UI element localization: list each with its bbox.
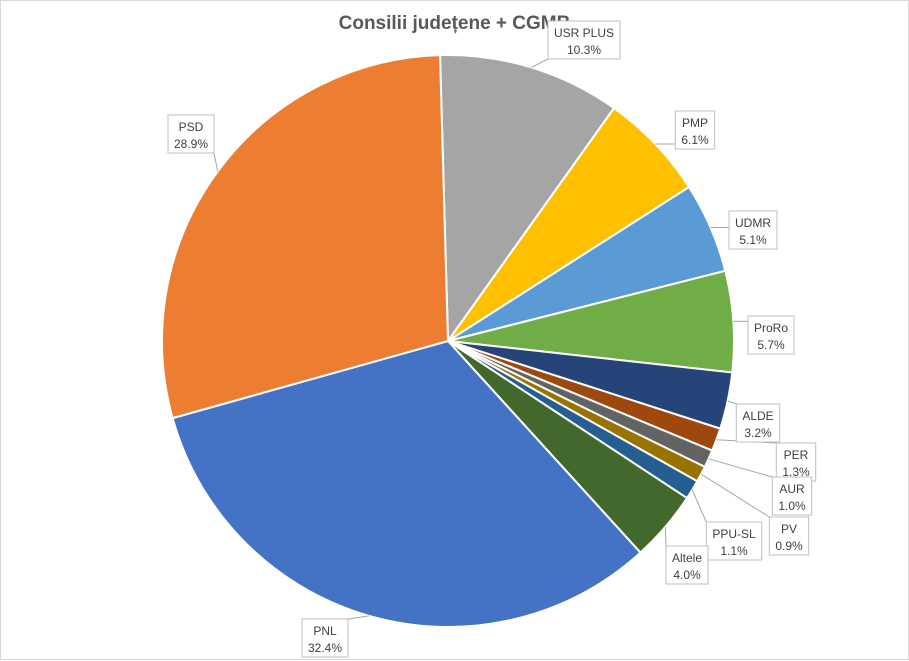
slice-percent-label: 5.7%	[757, 338, 785, 352]
data-label-box	[747, 315, 795, 355]
data-label-box	[167, 114, 215, 154]
leader-line-psd	[213, 152, 219, 172]
data-label-box	[301, 618, 349, 658]
data-label-box	[547, 20, 621, 60]
data-label-pmp: PMP 6.1%	[674, 110, 716, 150]
slice-percent-label: 4.0%	[673, 568, 701, 582]
data-label-usr-plus: USR PLUS 10.3%	[547, 20, 621, 60]
data-label-box	[771, 476, 813, 516]
slice-name-label: PPU-SL	[712, 527, 756, 541]
leader-line-altele	[664, 526, 667, 547]
leader-line-aur	[708, 458, 773, 478]
data-label-psd: PSD 28.9%	[167, 114, 215, 154]
data-label-proro: ProRo 5.7%	[747, 315, 795, 355]
slice-name-label: ProRo	[754, 321, 788, 335]
slice-percent-label: 0.9%	[775, 539, 803, 553]
data-label-pnl: PNL 32.4%	[301, 618, 349, 658]
slice-name-label: PMP	[682, 116, 708, 130]
data-label-aur: AUR 1.0%	[771, 476, 813, 516]
slice-name-label: PNL	[313, 624, 337, 638]
slice-percent-label: 1.1%	[720, 544, 748, 558]
leader-line-usr-plus	[531, 58, 549, 68]
slice-name-label: PV	[781, 522, 797, 536]
data-label-per: PER 1.3%	[775, 442, 817, 482]
data-label-box	[735, 403, 781, 443]
data-labels: USR PLUS 10.3% PMP 6.1% UDMR 5.1% ProRo 5.7% ALD…	[167, 20, 817, 658]
chart-title: Consilii județene + CGMB	[338, 13, 571, 34]
data-label-box	[665, 545, 709, 585]
data-label-box	[768, 516, 810, 556]
slice-percent-label: 28.9%	[174, 137, 208, 151]
leader-line-pv	[700, 473, 770, 518]
slice-name-label: PER	[784, 448, 809, 462]
slice-percent-label: 32.4%	[308, 641, 342, 655]
pie-slices	[161, 54, 735, 628]
slice-name-label: PSD	[179, 120, 204, 134]
slice-percent-label: 10.3%	[567, 43, 601, 57]
data-label-box	[705, 521, 763, 561]
data-label-altele: Altele 4.0%	[665, 545, 709, 585]
data-label-alde: ALDE 3.2%	[735, 403, 781, 443]
data-label-box	[775, 442, 817, 482]
slice-percent-label: 5.1%	[739, 233, 767, 247]
slice-percent-label: 3.2%	[744, 426, 772, 440]
leader-line-alde	[727, 400, 737, 405]
slice-name-label: UDMR	[735, 216, 771, 230]
slice-percent-label: 1.0%	[778, 499, 806, 513]
slice-name-label: AUR	[779, 482, 805, 496]
data-label-box	[728, 210, 778, 250]
data-label-ppu-sl: PPU-SL 1.1%	[705, 521, 763, 561]
data-label-udmr: UDMR 5.1%	[728, 210, 778, 250]
slice-name-label: Altele	[672, 551, 702, 565]
data-label-box	[674, 110, 716, 150]
slice-percent-label: 6.1%	[681, 133, 709, 147]
slice-name-label: USR PLUS	[554, 26, 614, 40]
leader-line-ppu-sl	[691, 489, 707, 523]
leader-line-pnl	[347, 615, 370, 620]
slice-name-label: ALDE	[742, 409, 773, 423]
slice-percent-label: 1.3%	[782, 465, 810, 479]
pie-slice-psd	[161, 54, 449, 420]
data-label-pv: PV 0.9%	[768, 516, 810, 556]
